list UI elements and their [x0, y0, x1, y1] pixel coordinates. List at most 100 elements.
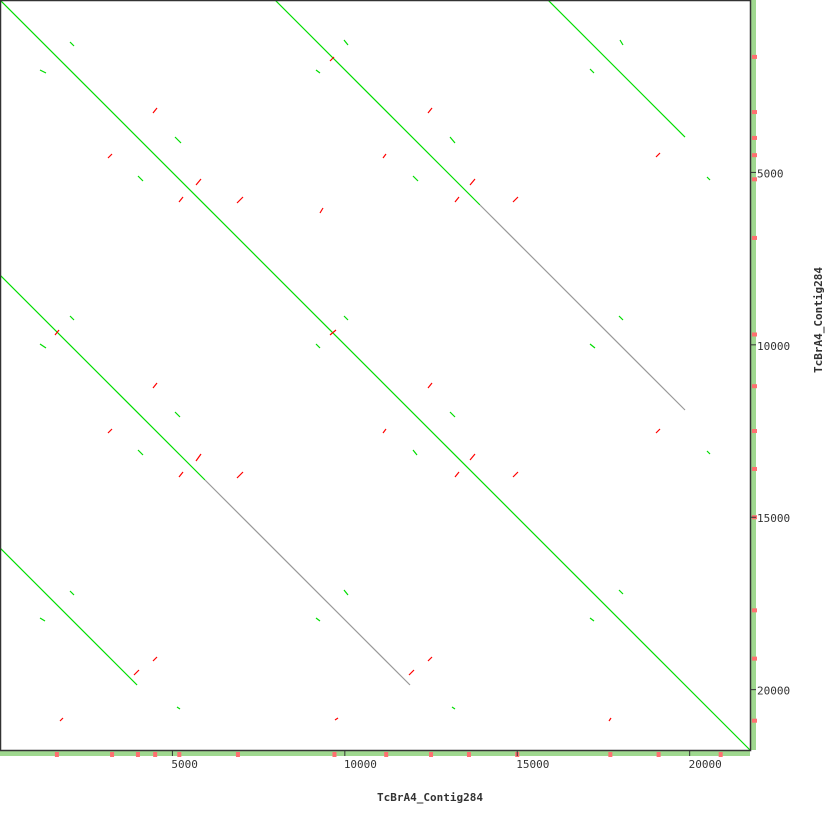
forward-match-25: [315, 617, 321, 622]
reverse-match-21: [382, 428, 387, 434]
y-coverage-reverse-13: [752, 718, 757, 723]
y-axis-title: TcBrA4_Contig284: [812, 267, 825, 373]
alignment-forward-0: [0, 0, 751, 751]
alignment-weak-2: [479, 204, 686, 411]
forward-match-12: [39, 343, 47, 349]
forward-match-5: [315, 69, 321, 74]
reverse-match-24: [512, 471, 519, 478]
y-coverage-reverse-3: [752, 153, 757, 158]
reverse-match-30: [59, 717, 64, 722]
forward-match-1: [39, 69, 47, 74]
reverse-match-4: [236, 196, 244, 204]
x-axis-title: TcBrA4_Contig284: [377, 791, 483, 804]
forward-match-13: [174, 411, 181, 418]
x-coverage-track: [0, 751, 750, 756]
reverse-match-10: [454, 196, 460, 203]
x-axis-ticks: 5000 10000 15000 20000: [171, 751, 722, 771]
reverse-match-5: [319, 207, 324, 214]
forward-match-0: [69, 41, 75, 47]
forward-match-26: [618, 589, 624, 595]
x-coverage-reverse-11: [608, 752, 613, 757]
forward-match-24: [343, 589, 349, 596]
forward-match-2: [174, 136, 182, 144]
reverse-match-8: [382, 153, 387, 159]
x-tick-label: 20000: [689, 758, 722, 771]
reverse-match-7: [427, 107, 433, 114]
forward-match-20: [589, 343, 596, 349]
reverse-match-32: [608, 717, 612, 722]
alignment-forward-3: [0, 274, 206, 481]
reverse-match-12: [655, 152, 661, 158]
y-coverage-reverse-0: [752, 54, 757, 59]
forward-match-8: [619, 39, 624, 46]
alignment-forward-1: [274, 0, 481, 206]
y-tick-label: 5000: [757, 167, 784, 180]
forward-match-11: [69, 315, 75, 321]
reverse-match-15: [195, 453, 202, 462]
reverse-match-29: [408, 669, 415, 676]
reverse-match-1: [107, 153, 113, 159]
reverse-match-23: [454, 471, 460, 478]
plot-frame: [0, 0, 752, 752]
alignment-weak-4: [204, 479, 411, 686]
forward-match-21: [706, 450, 711, 455]
y-coverage-track: [751, 0, 756, 750]
reverse-match-16: [178, 471, 184, 478]
x-coverage-reverse-9: [466, 752, 471, 757]
reverse-match-14: [107, 428, 113, 434]
forward-match-22: [69, 590, 75, 596]
forward-match-27: [589, 617, 595, 622]
reverse-match-9: [469, 178, 476, 186]
x-tick-label: 5000: [171, 758, 198, 771]
reverse-match-17: [236, 471, 244, 479]
y-tick-label: 15000: [757, 512, 790, 525]
forward-match-17: [449, 411, 456, 418]
y-coverage-reverse-9: [752, 466, 757, 471]
x-coverage-reverse-2: [135, 752, 140, 757]
forward-match-18: [412, 449, 418, 456]
y-coverage-reverse-6: [752, 332, 757, 337]
x-coverage-reverse-13: [718, 752, 723, 757]
reverse-match-22: [469, 453, 476, 461]
forward-match-7: [412, 175, 419, 182]
alignment-forward-5: [0, 547, 138, 686]
forward-match-3: [137, 175, 144, 182]
x-coverage-reverse-12: [656, 752, 661, 757]
reverse-match-27: [133, 669, 140, 676]
reverse-match-0: [152, 107, 158, 114]
reverse-match-3: [178, 196, 184, 203]
x-coverage-reverse-8: [429, 752, 434, 757]
reverse-match-25: [655, 428, 661, 434]
reverse-match-20: [427, 382, 433, 389]
y-coverage-reverse-5: [752, 235, 757, 240]
x-coverage-reverse-5: [235, 752, 240, 757]
reverse-match-28: [427, 656, 433, 662]
x-coverage-reverse-4: [177, 752, 182, 757]
alignment-forward-6: [547, 0, 686, 138]
x-coverage-reverse-0: [54, 752, 59, 757]
forward-match-23: [39, 617, 46, 622]
x-coverage-reverse-7: [384, 752, 389, 757]
y-coverage-reverse-11: [752, 608, 757, 613]
forward-match-14: [137, 449, 144, 456]
alignment-marks: [0, 0, 751, 751]
reverse-match-2: [195, 178, 202, 186]
reverse-match-31: [334, 717, 339, 721]
y-coverage-reverse-4: [752, 177, 757, 182]
y-coverage-reverse-7: [752, 384, 757, 389]
forward-match-29: [451, 706, 456, 710]
x-tick-label: 10000: [344, 758, 377, 771]
x-coverage-reverse-6: [332, 752, 337, 757]
y-tick-label: 10000: [757, 340, 790, 353]
forward-match-10: [706, 176, 711, 181]
forward-match-4: [343, 39, 349, 46]
coverage-tracks: [0, 0, 757, 757]
forward-match-15: [343, 315, 349, 321]
y-coverage-reverse-12: [752, 656, 757, 661]
forward-match-6: [449, 136, 456, 144]
reverse-match-13: [152, 382, 158, 389]
y-tick-label: 20000: [757, 685, 790, 698]
x-coverage-reverse-1: [110, 752, 115, 757]
forward-match-16: [315, 343, 321, 349]
